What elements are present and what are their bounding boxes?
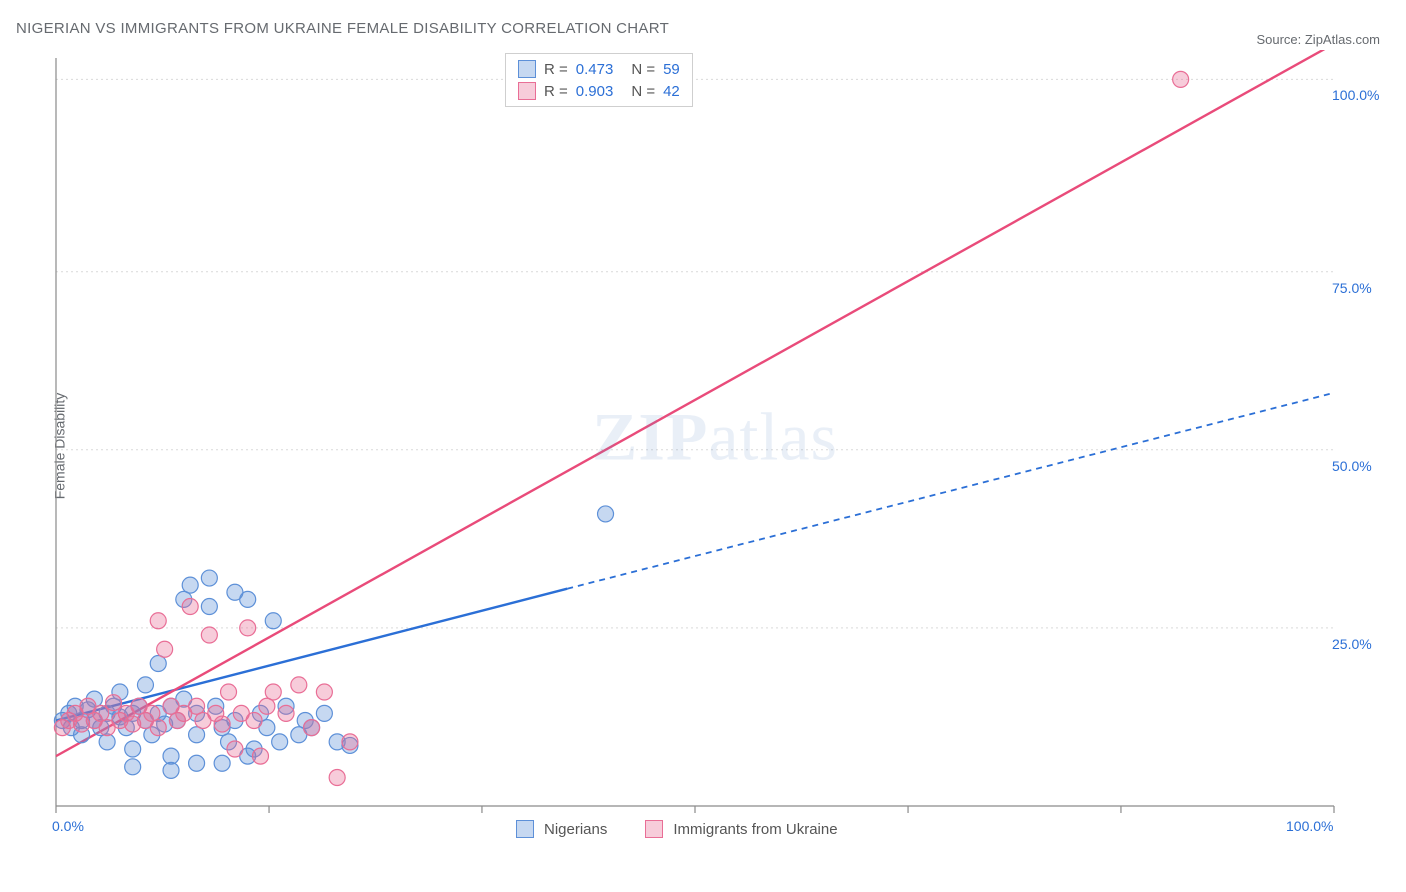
watermark-bold: ZIP <box>592 399 708 475</box>
stats-r-label: R = <box>544 61 568 78</box>
axis-tick-label: 25.0% <box>1332 636 1372 652</box>
plot-area: ZIPatlas R = 0.473 N = 59 R = 0.903 N = 42 Nige… <box>50 50 1380 840</box>
stats-n-value: 42 <box>663 83 680 100</box>
watermark: ZIPatlas <box>592 398 838 477</box>
axis-tick-label: 100.0% <box>1286 818 1333 834</box>
legend-swatch <box>518 82 536 100</box>
chart-title: NIGERIAN VS IMMIGRANTS FROM UKRAINE FEMA… <box>16 20 669 37</box>
stats-n-value: 59 <box>663 61 680 78</box>
stats-legend-box: R = 0.473 N = 59 R = 0.903 N = 42 <box>505 53 693 107</box>
axis-tick-label: 100.0% <box>1332 87 1379 103</box>
source-label: Source: ZipAtlas.com <box>1256 32 1380 47</box>
legend-swatch <box>645 820 663 838</box>
axis-tick-label: 75.0% <box>1332 280 1372 296</box>
axis-tick-label: 50.0% <box>1332 458 1372 474</box>
bottom-legend: Nigerians Immigrants from Ukraine <box>516 820 838 838</box>
legend-swatch <box>516 820 534 838</box>
chart-container: NIGERIAN VS IMMIGRANTS FROM UKRAINE FEMA… <box>0 0 1406 892</box>
legend-series-label: Immigrants from Ukraine <box>673 821 837 838</box>
stats-n-label: N = <box>631 61 655 78</box>
stats-row: R = 0.903 N = 42 <box>506 80 692 102</box>
legend-swatch <box>518 60 536 78</box>
stats-r-value: 0.473 <box>576 61 614 78</box>
watermark-rest: atlas <box>708 399 838 475</box>
stats-row: R = 0.473 N = 59 <box>506 58 692 80</box>
axis-tick-label: 0.0% <box>52 818 84 834</box>
stats-r-label: R = <box>544 83 568 100</box>
legend-series-label: Nigerians <box>544 821 607 838</box>
stats-n-label: N = <box>631 83 655 100</box>
stats-r-value: 0.903 <box>576 83 614 100</box>
